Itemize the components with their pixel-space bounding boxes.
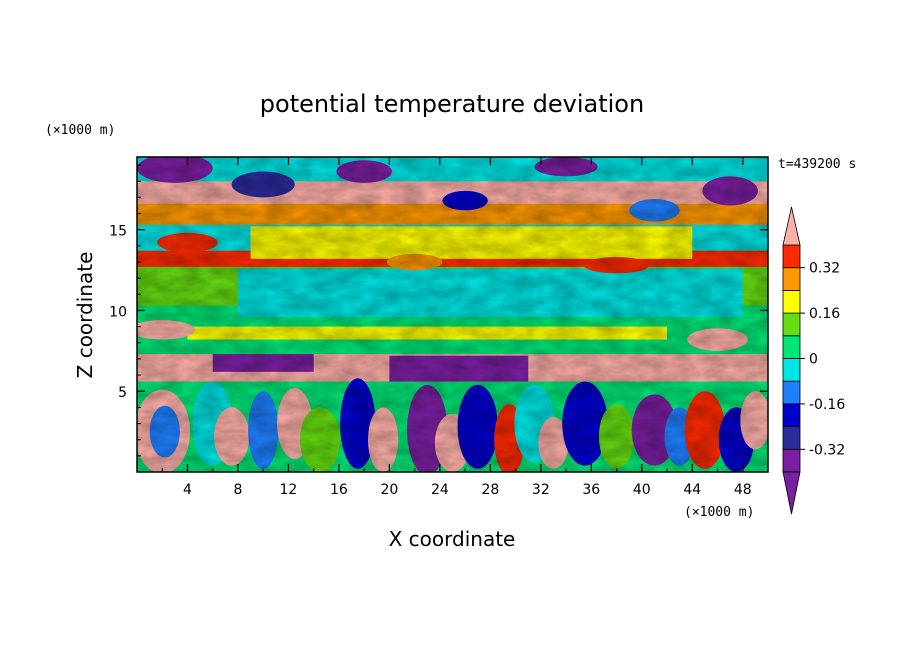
y-tick-label-15: 15	[109, 224, 127, 240]
x-tick-label-28: 28	[481, 482, 499, 498]
x-tick-label-48: 48	[734, 482, 752, 498]
colorbar-segment-1	[782, 426, 801, 450]
time-label: t=439200 s	[778, 157, 856, 172]
colorbar-segment-3	[782, 380, 801, 405]
colorbar-label-1: -0.16	[809, 397, 845, 413]
x-tick-label-44: 44	[683, 482, 701, 498]
x-tick-label-24: 24	[431, 482, 449, 498]
field-texture	[137, 157, 768, 472]
colorbar-label-0: -0.32	[809, 442, 845, 458]
x-tick-label-4: 4	[183, 482, 192, 498]
y-unit-label: (×1000 m)	[45, 123, 115, 138]
plot-frame	[136, 156, 769, 473]
colorbar-label-4: 0.32	[809, 261, 840, 277]
y-axis-ticks: 5 10 15	[109, 164, 768, 457]
colorbar-segment-5	[782, 335, 801, 359]
colorbar: -0.32 -0.16 0 0.16 0.32	[782, 206, 845, 515]
x-tick-label-8: 8	[233, 482, 242, 498]
x-axis-label: X coordinate	[389, 527, 516, 551]
colorbar-segment-7	[782, 289, 801, 314]
y-axis-label: Z coordinate	[73, 252, 97, 379]
x-tick-label-12: 12	[280, 482, 298, 498]
y-tick-label-5: 5	[118, 385, 127, 401]
chart-title: potential temperature deviation	[260, 90, 644, 118]
x-tick-label-40: 40	[633, 482, 651, 498]
y-tick-label-10: 10	[109, 304, 127, 320]
colorbar-label-2: 0	[809, 352, 818, 368]
colorbar-extend-bottom	[782, 471, 801, 515]
colorbar-segment-9	[782, 244, 801, 269]
contour-field	[137, 157, 768, 472]
colorbar-label-3: 0.16	[809, 306, 840, 322]
colorbar-extend-top	[782, 206, 801, 246]
colorbar-segment-0	[782, 448, 801, 473]
colorbar-segment-8	[782, 267, 801, 291]
x-tick-label-16: 16	[330, 482, 348, 498]
x-tick-label-32: 32	[532, 482, 550, 498]
x-tick-label-36: 36	[582, 482, 600, 498]
x-tick-label-20: 20	[380, 482, 398, 498]
x-unit-label: (×1000 m)	[684, 505, 754, 520]
colorbar-segment-6	[782, 312, 801, 337]
colorbar-segment-4	[782, 358, 801, 382]
x-axis-ticks: 4 8 12 16 20 24 28 32 36 40 44 48	[161, 157, 769, 498]
colorbar-segment-2	[782, 403, 801, 427]
